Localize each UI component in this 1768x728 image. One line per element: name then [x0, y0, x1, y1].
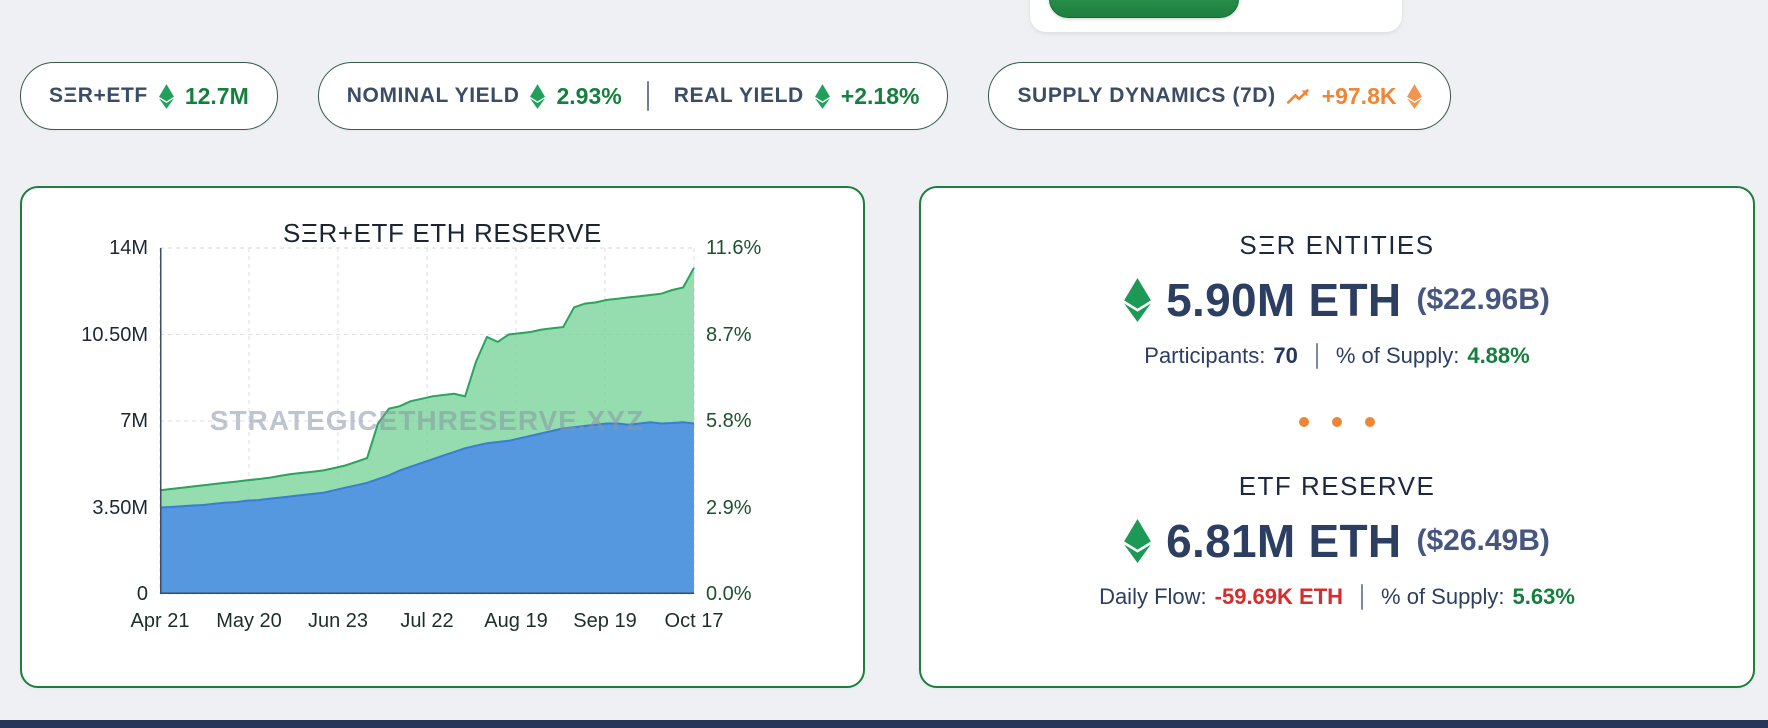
etf-supply-value: 5.63%	[1512, 584, 1575, 609]
ser-amount-row: 5.90M ETH ($22.96B)	[1124, 273, 1550, 327]
y-axis-left-labels: 14M 10.50M 7M 3.50M 0	[22, 237, 148, 605]
ser-etf-value: 12.7M	[184, 82, 249, 109]
section-separator-dots	[1299, 417, 1375, 427]
ser-meta-row: Participants: 70 % of Supply: 4.88%	[1144, 343, 1530, 369]
y-right-tick: 8.7%	[706, 323, 752, 346]
y-left-tick: 7M	[120, 410, 148, 432]
nominal-yield-label: NOMINAL YIELD	[346, 84, 520, 107]
meta-divider	[1361, 584, 1364, 610]
dot-icon	[1365, 417, 1375, 427]
stats-pill-row: SΞR+ETF 12.7M NOMINAL YIELD 2.93% REAL Y…	[20, 62, 1452, 130]
daily-flow-label: Daily Flow:	[1099, 584, 1207, 609]
x-tick: Sep 19	[573, 610, 637, 632]
top-button-partial[interactable]	[1049, 0, 1239, 18]
y-right-tick: 2.9%	[706, 496, 752, 519]
etf-reserve-title: ETF RESERVE	[1238, 471, 1436, 501]
participants-label: Participants:	[1144, 343, 1266, 368]
eth-icon	[1124, 519, 1152, 563]
pill-supply-dynamics: SUPPLY DYNAMICS (7D) +97.8K	[988, 62, 1452, 130]
daily-flow-value: -59.69K ETH	[1214, 584, 1344, 609]
pill-divider	[646, 81, 649, 111]
nominal-yield-value: 2.93%	[556, 82, 622, 109]
etf-usd-value: ($26.49B)	[1416, 524, 1550, 557]
eth-icon	[158, 83, 174, 109]
y-left-tick: 0	[136, 583, 148, 605]
eth-icon-orange	[1407, 83, 1423, 109]
ser-supply-label: % of Supply:	[1335, 343, 1460, 368]
chart-title: SΞR+ETF ETH RESERVE	[283, 218, 602, 248]
dot-icon	[1299, 417, 1309, 427]
x-tick: May 20	[216, 610, 282, 632]
ser-etf-label: SΞR+ETF	[49, 84, 148, 107]
y-axis-right-labels: 11.6% 8.7% 5.8% 2.9% 0.0%	[706, 237, 816, 605]
x-tick: Oct 17	[664, 610, 724, 632]
x-tick: Jul 22	[400, 610, 454, 632]
etf-meta-row: Daily Flow: -59.69K ETH % of Supply: 5.6…	[1099, 584, 1575, 610]
y-right-tick: 5.8%	[706, 410, 752, 432]
supply-dynamics-value: +97.8K	[1321, 82, 1397, 109]
trend-up-icon	[1286, 88, 1309, 104]
etf-reserve-section: ETF RESERVE 6.81M ETH ($26.49B) Daily Fl…	[1099, 471, 1575, 610]
chart-plot	[159, 247, 695, 595]
chart-card: SΞR+ETF ETH RESERVE STRATEGICETHRESERVE.…	[20, 186, 865, 688]
ser-eth-amount: 5.90M ETH	[1166, 274, 1402, 326]
y-left-tick: 3.50M	[92, 496, 148, 519]
y-left-tick: 10.50M	[81, 323, 148, 346]
eth-icon	[530, 83, 546, 109]
x-axis-labels: Apr 21 May 20 Jun 23 Jul 22 Aug 19 Sep 19 Oct …	[131, 610, 724, 636]
y-left-tick: 14M	[109, 237, 148, 259]
ser-usd-value: ($22.96B)	[1416, 283, 1550, 316]
ser-entities-section: SΞR ENTITIES 5.90M ETH ($22.96B) Partici…	[1124, 230, 1550, 369]
pill-yields: NOMINAL YIELD 2.93% REAL YIELD +2.18%	[317, 62, 949, 130]
x-tick: Apr 21	[130, 610, 190, 632]
dot-icon	[1332, 417, 1342, 427]
etf-eth-amount: 6.81M ETH	[1166, 515, 1402, 567]
y-right-tick: 0.0%	[706, 583, 752, 605]
eth-icon	[814, 83, 830, 109]
supply-dynamics-label: SUPPLY DYNAMICS (7D)	[1017, 84, 1276, 107]
ser-supply-value: 4.88%	[1467, 343, 1530, 368]
x-tick: Jun 23	[307, 610, 369, 632]
participants-value: 70	[1273, 343, 1298, 368]
pill-ser-etf: SΞR+ETF 12.7M	[20, 62, 278, 130]
etf-amount-row: 6.81M ETH ($26.49B)	[1124, 514, 1550, 568]
eth-icon	[1124, 278, 1152, 322]
real-yield-value: +2.18%	[840, 82, 920, 109]
x-tick: Aug 19	[484, 610, 548, 632]
etf-supply-label: % of Supply:	[1381, 584, 1505, 609]
y-right-tick: 11.6%	[706, 237, 762, 259]
real-yield-label: REAL YIELD	[673, 84, 804, 107]
reserve-info-card: SΞR ENTITIES 5.90M ETH ($22.96B) Partici…	[919, 186, 1755, 688]
footer-strip	[0, 720, 1768, 728]
ser-entities-title: SΞR ENTITIES	[1239, 230, 1435, 260]
meta-divider	[1315, 343, 1318, 369]
